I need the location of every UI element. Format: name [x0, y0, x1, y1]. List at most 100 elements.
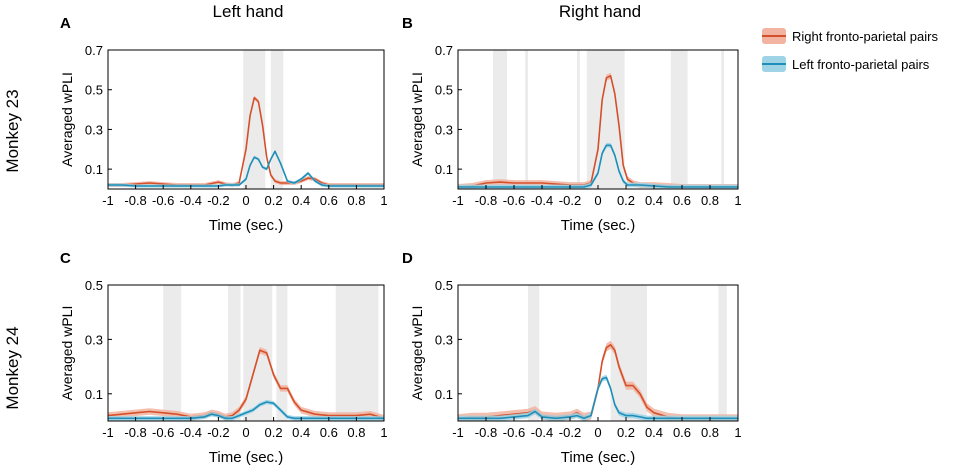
legend: Right fronto-parietal pairs Left fronto-… [762, 28, 938, 72]
series-error-band [458, 340, 738, 421]
y-tick-label: 0.1 [435, 162, 453, 177]
x-tick-label: 0.2 [617, 425, 635, 440]
series-line [458, 376, 738, 420]
x-tick-label: -0.6 [503, 425, 525, 440]
shaded-interval [721, 50, 724, 189]
x-tick-label: -0.4 [531, 425, 553, 440]
x-tick-label: 0 [594, 193, 601, 208]
x-tick-label: -1 [102, 193, 114, 208]
shaded-interval [270, 50, 284, 189]
y-axis-label: Averaged wPLI [409, 72, 425, 167]
panel-b: B -1 -0.8 -0.6 -0.4 -0.2 0 0.2 0.4 0.6 0.8 1 0.1 0.3 0… [402, 15, 742, 234]
y-tick-label: 0.3 [85, 332, 103, 347]
x-tick-label: 0.2 [265, 425, 283, 440]
series-line [108, 401, 384, 420]
legend-label-left: Left fronto-parietal pairs [792, 57, 930, 72]
shaded-interval [163, 285, 182, 421]
legend-label-right: Right fronto-parietal pairs [792, 29, 938, 44]
x-axis-label: Time (sec.) [561, 449, 635, 466]
series-line [458, 144, 738, 188]
x-tick-label: -0.2 [207, 193, 229, 208]
x-tick-label: 0 [242, 425, 249, 440]
y-tick-label: 0.1 [435, 387, 453, 402]
x-tick-label: -0.2 [559, 425, 581, 440]
x-tick-label: -0.6 [503, 193, 525, 208]
shaded-interval [577, 50, 580, 189]
x-tick-label: -0.8 [475, 425, 497, 440]
x-tick-label: 1 [380, 425, 387, 440]
y-axis-label: Averaged wPLI [409, 306, 425, 401]
panel-letter: C [60, 250, 71, 267]
x-tick-label: -0.6 [152, 193, 174, 208]
x-tick-label: 0.8 [347, 193, 365, 208]
x-tick-label: -0.4 [531, 193, 553, 208]
y-tick-label: 0.3 [435, 122, 453, 137]
y-tick-label: 0.5 [85, 83, 103, 98]
x-tick-label: 0.4 [292, 425, 310, 440]
panel-letter: A [60, 15, 71, 32]
x-tick-label: 0.6 [320, 425, 338, 440]
series-line [457, 344, 738, 420]
y-tick-label: 0.5 [435, 83, 453, 98]
column-title-right-hand: Right hand [559, 2, 641, 21]
y-tick-label: 0.7 [85, 43, 103, 58]
row-label-monkey-23: Monkey 23 [3, 89, 22, 172]
x-tick-label: -0.8 [124, 425, 146, 440]
x-tick-label: 1 [734, 193, 741, 208]
y-axis-label: Averaged wPLI [59, 72, 75, 167]
x-tick-label: -1 [452, 425, 464, 440]
y-tick-label: 0.5 [85, 278, 103, 293]
y-tick-label: 0.5 [435, 278, 453, 293]
x-tick-label: 0.8 [701, 425, 719, 440]
x-tick-label: 0.2 [617, 193, 635, 208]
shaded-interval [718, 285, 727, 421]
x-tick-label: 0.8 [347, 425, 365, 440]
column-title-left-hand: Left hand [213, 2, 284, 21]
x-axis-label: Time (sec.) [209, 217, 283, 234]
x-axis-label: Time (sec.) [561, 217, 635, 234]
x-tick-label: -0.8 [475, 193, 497, 208]
x-axis-label: Time (sec.) [209, 449, 283, 466]
y-tick-label: 0.3 [85, 122, 103, 137]
panel-letter: D [402, 250, 413, 267]
x-tick-label: -0.8 [124, 193, 146, 208]
panel-letter: B [402, 15, 413, 32]
panel-a: A -1 -0.8 -0.6 -0.4 -0.2 0 0.2 0.4 0.6 0.8 1 0.1 0.3 0… [59, 15, 388, 234]
x-tick-label: 1 [734, 425, 741, 440]
x-tick-label: 1 [380, 193, 387, 208]
x-tick-label: -0.4 [180, 193, 202, 208]
series-error-band [458, 374, 738, 421]
x-tick-label: -0.2 [559, 193, 581, 208]
shaded-interval [493, 50, 507, 189]
x-tick-label: 0.4 [645, 193, 663, 208]
y-tick-label: 0.1 [85, 162, 103, 177]
series-line [108, 150, 384, 187]
y-tick-label: 0.3 [435, 332, 453, 347]
y-tick-label: 0.7 [435, 43, 453, 58]
x-tick-label: -0.2 [207, 425, 229, 440]
row-label-monkey-24: Monkey 24 [3, 326, 22, 409]
shaded-interval [276, 285, 288, 421]
panel-c: C -1 -0.8 -0.6 -0.4 -0.2 0 0.2 0.4 0.6 0.8 1 0.1 0.3 0… [59, 250, 388, 466]
x-tick-label: -1 [452, 193, 464, 208]
x-tick-label: 0.4 [292, 193, 310, 208]
x-tick-label: 0.6 [673, 193, 691, 208]
x-tick-label: 0.4 [645, 425, 663, 440]
shaded-interval [525, 50, 528, 189]
shaded-interval [243, 50, 266, 189]
shaded-interval [670, 50, 688, 189]
x-tick-label: 0 [594, 425, 601, 440]
x-tick-label: -0.6 [152, 425, 174, 440]
x-tick-label: -0.4 [180, 425, 202, 440]
x-tick-label: 0.6 [320, 193, 338, 208]
x-tick-label: 0.6 [673, 425, 691, 440]
panel-d: D -1 -0.8 -0.6 -0.4 -0.2 0 0.2 0.4 0.6 0.8 1 0.1 0.3 0… [402, 250, 742, 466]
shaded-interval [335, 285, 379, 421]
y-axis-label: Averaged wPLI [59, 306, 75, 401]
x-tick-label: 0.8 [701, 193, 719, 208]
y-tick-label: 0.1 [85, 387, 103, 402]
series-line [107, 349, 385, 420]
x-tick-label: 0 [242, 193, 249, 208]
x-tick-label: 0.2 [265, 193, 283, 208]
